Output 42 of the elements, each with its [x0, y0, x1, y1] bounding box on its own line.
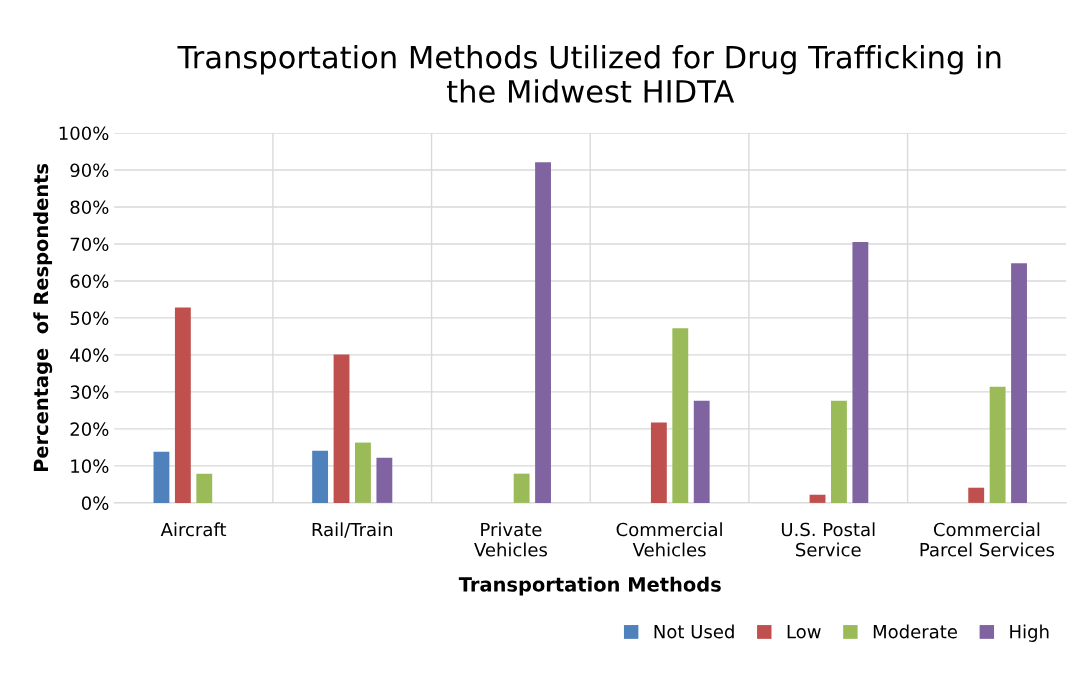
y-tick-label: 50%	[70, 311, 109, 326]
y-tick-label: 0%	[81, 496, 109, 510]
y-tick-label: 60%	[70, 274, 109, 289]
y-tick-label: 80%	[70, 200, 109, 215]
y-tick-label: 30%	[70, 385, 109, 400]
x-tick-label: U.S. Postal Service	[781, 522, 875, 557]
bar	[174, 307, 191, 503]
bar	[535, 162, 551, 503]
bar	[650, 422, 667, 503]
bar	[672, 328, 689, 503]
bar	[831, 400, 847, 503]
x-tick-label: Aircraft	[160, 522, 227, 537]
legend-label: Low	[787, 625, 821, 639]
x-tick-label: Commercial Parcel Services	[920, 522, 1055, 557]
x-tick-label: Commercial Vehicles	[616, 522, 722, 557]
bar	[376, 457, 393, 503]
legend-label: High	[1010, 624, 1049, 642]
bar	[196, 473, 213, 503]
x-axis-title: Transportation Methods	[458, 576, 721, 596]
bar	[333, 354, 350, 503]
bar	[1011, 263, 1027, 503]
bar	[809, 494, 826, 503]
bar	[968, 487, 985, 503]
y-tick-label: 70%	[70, 237, 109, 252]
legend-label: Not Used	[654, 624, 734, 639]
legend-label: Moderate	[873, 624, 957, 639]
bar	[852, 242, 869, 503]
bar	[312, 450, 329, 503]
y-tick-label: 20%	[70, 422, 109, 437]
bar	[989, 386, 1006, 503]
x-tick-label: Private Vehicles	[474, 522, 548, 557]
bar	[693, 400, 710, 503]
x-tick-label: Rail/Train	[312, 522, 393, 538]
y-tick-label: 10%	[71, 459, 109, 473]
bar	[153, 451, 170, 503]
bar	[355, 442, 371, 503]
chart-title: Transportation Methods Utilized for Drug Trafficking in the Midwest HIDTA	[177, 44, 1001, 103]
y-tick-label: 90%	[70, 163, 109, 178]
y-tick-label: 100%	[59, 126, 109, 141]
bar	[513, 473, 530, 503]
y-axis-title: Percentage of Respondents	[33, 163, 53, 472]
y-tick-label: 40%	[70, 348, 109, 363]
